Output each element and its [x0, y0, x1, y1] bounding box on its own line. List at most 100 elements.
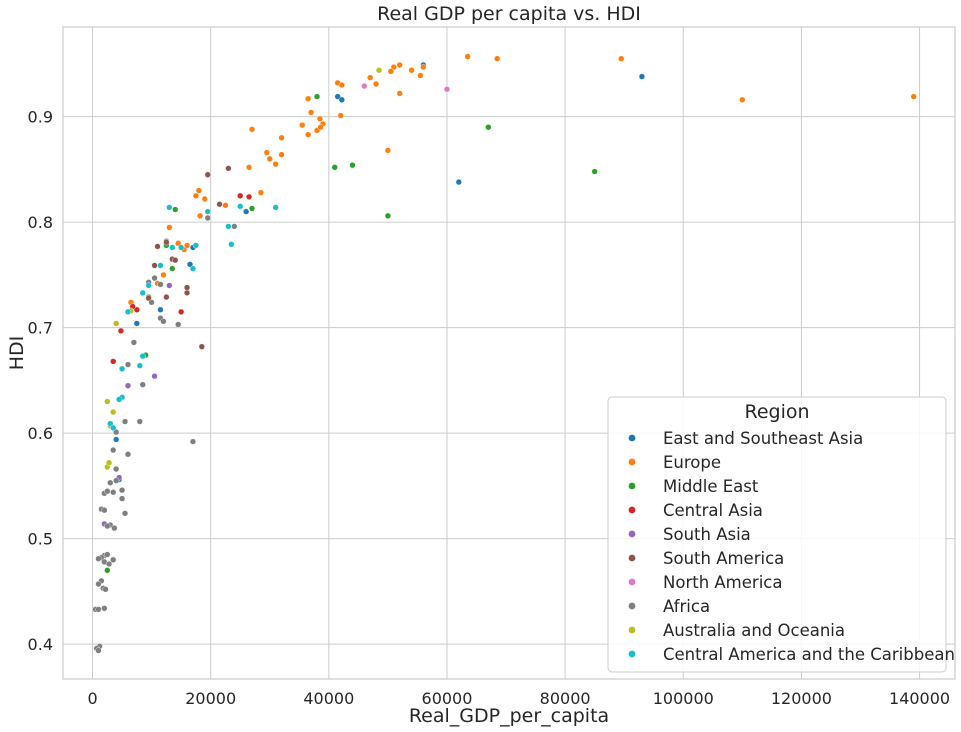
data-point: [266, 155, 273, 162]
y-tick-label: 0.6: [28, 424, 53, 443]
legend-box: [607, 396, 947, 673]
data-point: [384, 212, 392, 219]
data-point: [248, 205, 256, 212]
data-point: [95, 647, 102, 654]
data-point: [245, 193, 253, 200]
data-point: [299, 122, 306, 129]
data-point: [178, 244, 185, 251]
data-point: [107, 420, 114, 427]
data-point: [113, 436, 120, 443]
legend-label: Middle East: [663, 477, 759, 496]
data-point: [272, 161, 279, 168]
data-point: [145, 282, 152, 289]
data-point: [243, 208, 250, 215]
data-point: [124, 361, 132, 368]
series-group: [361, 82, 451, 93]
x-tick-label: 140000: [889, 689, 950, 708]
data-point: [910, 93, 917, 100]
data-point: [201, 195, 208, 203]
legend-label: Europe: [663, 453, 721, 472]
data-point: [337, 112, 344, 119]
data-point: [384, 147, 392, 154]
data-point: [443, 86, 451, 93]
data-point: [464, 53, 471, 60]
data-point: [196, 212, 204, 219]
data-point: [739, 96, 746, 103]
data-point: [231, 223, 238, 230]
data-point: [166, 282, 173, 289]
data-point: [111, 525, 118, 532]
data-point: [104, 522, 111, 530]
data-point: [396, 90, 403, 97]
data-point: [225, 223, 232, 230]
legend-marker: [628, 506, 636, 514]
data-point: [104, 567, 111, 574]
x-axis-label: Real_GDP_per_capita: [409, 705, 609, 727]
data-point: [338, 96, 345, 103]
data-point: [390, 63, 397, 71]
data-point: [272, 204, 279, 211]
legend-entry: South America: [628, 549, 784, 568]
data-point: [101, 507, 108, 514]
data-point: [136, 362, 143, 369]
data-point: [169, 265, 176, 272]
data-point: [124, 382, 132, 389]
data-point: [317, 124, 324, 131]
data-point: [367, 74, 374, 81]
plot-area-frame: [62, 26, 956, 680]
data-point: [105, 560, 113, 568]
legend-marker: [628, 578, 636, 586]
legend-entry: Middle East: [628, 477, 759, 496]
data-point: [183, 242, 191, 249]
data-point: [183, 289, 191, 296]
data-point: [121, 418, 129, 425]
data-point: [130, 339, 137, 346]
series-group: [145, 165, 232, 350]
data-point: [163, 293, 170, 301]
data-points: [92, 53, 917, 654]
data-point: [145, 295, 152, 302]
data-point: [195, 187, 202, 194]
data-point: [104, 398, 111, 405]
x-tick-label: 0: [87, 689, 97, 708]
data-point: [113, 477, 120, 484]
tick-labels: 0 20000 40000 60000 80000 100000 120000 140000 0…: [28, 108, 951, 708]
legend-entry: East and Southeast Asia: [628, 429, 863, 448]
data-point: [308, 109, 315, 116]
data-point: [189, 265, 197, 272]
data-point: [305, 95, 312, 102]
data-point: [104, 551, 111, 558]
data-point: [361, 82, 368, 90]
y-tick-label: 0.7: [28, 319, 53, 338]
data-point: [104, 488, 111, 495]
data-point: [198, 343, 205, 350]
series-group: [113, 61, 646, 483]
data-point: [420, 63, 427, 71]
data-point: [204, 214, 211, 222]
legend-entry: Central Asia: [628, 501, 763, 520]
data-point: [95, 606, 102, 613]
grid: [63, 27, 955, 679]
data-point: [178, 308, 185, 315]
data-point: [278, 134, 285, 141]
series-group: [92, 214, 238, 654]
data-point: [305, 131, 312, 138]
data-point: [192, 242, 200, 249]
y-tick-label: 0.4: [28, 635, 53, 654]
legend-label: Australia and Oceania: [663, 621, 845, 640]
data-point: [95, 580, 102, 588]
data-point: [166, 204, 173, 211]
legend-label: South America: [663, 549, 784, 568]
series-group: [104, 93, 598, 574]
data-point: [225, 165, 232, 172]
data-point: [166, 224, 173, 231]
data-point: [110, 446, 117, 454]
data-point: [154, 243, 161, 250]
data-point: [160, 318, 167, 325]
data-point: [117, 327, 124, 334]
data-point: [133, 306, 140, 313]
legend-label: East and Southeast Asia: [663, 429, 863, 448]
legend-marker: [628, 482, 636, 490]
data-point: [139, 353, 146, 360]
data-point: [118, 365, 126, 372]
